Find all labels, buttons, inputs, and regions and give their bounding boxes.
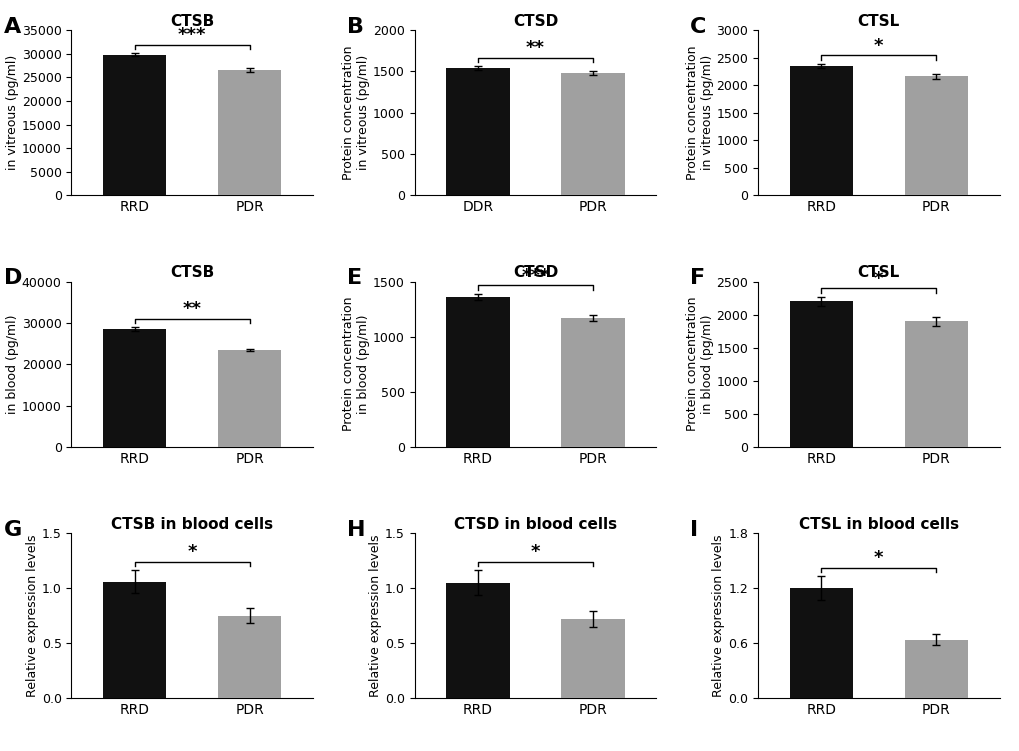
Bar <box>446 68 510 195</box>
Y-axis label: Relative expression levels: Relative expression levels <box>369 535 382 697</box>
Text: I: I <box>690 520 698 540</box>
Y-axis label: Protein concentration
in blood (pg/ml): Protein concentration in blood (pg/ml) <box>0 297 19 432</box>
Y-axis label: Protein concentration
in vitreous (pg/ml): Protein concentration in vitreous (pg/ml… <box>0 46 19 180</box>
Bar <box>904 321 967 447</box>
Title: CTSL in blood cells: CTSL in blood cells <box>798 517 958 532</box>
Y-axis label: Protein concentration
in vitreous (pg/ml): Protein concentration in vitreous (pg/ml… <box>685 46 713 180</box>
Y-axis label: Protein concentration
in blood (pg/ml): Protein concentration in blood (pg/ml) <box>685 297 713 432</box>
Bar <box>789 301 852 447</box>
Text: B: B <box>346 17 364 37</box>
Text: *: * <box>873 549 882 567</box>
Title: CTSD: CTSD <box>513 14 557 29</box>
Text: ***: *** <box>521 267 549 285</box>
Text: D: D <box>4 268 22 288</box>
Title: CTSB in blood cells: CTSB in blood cells <box>111 517 273 532</box>
Bar <box>789 66 852 195</box>
Y-axis label: Protein concentration
in vitreous (pg/ml): Protein concentration in vitreous (pg/ml… <box>342 46 370 180</box>
Title: CTSB: CTSB <box>170 265 214 280</box>
Text: *: * <box>187 544 197 562</box>
Title: CTSD in blood cells: CTSD in blood cells <box>453 517 616 532</box>
Bar <box>103 329 166 447</box>
Text: H: H <box>346 520 365 540</box>
Bar <box>904 77 967 195</box>
Y-axis label: Protein concentration
in blood (pg/ml): Protein concentration in blood (pg/ml) <box>342 297 370 432</box>
Text: *: * <box>873 270 882 288</box>
Title: CTSD: CTSD <box>513 265 557 280</box>
Text: **: ** <box>182 300 202 318</box>
Bar <box>218 350 281 447</box>
Y-axis label: Relative expression levels: Relative expression levels <box>25 535 39 697</box>
Title: CTSL: CTSL <box>857 14 899 29</box>
Bar <box>103 581 166 698</box>
Text: *: * <box>873 37 882 55</box>
Bar <box>218 71 281 195</box>
Text: ***: *** <box>178 26 206 44</box>
Bar <box>218 616 281 698</box>
Text: C: C <box>690 17 706 37</box>
Text: G: G <box>4 520 22 540</box>
Y-axis label: Relative expression levels: Relative expression levels <box>711 535 725 697</box>
Title: CTSL: CTSL <box>857 265 899 280</box>
Bar <box>103 55 166 195</box>
Text: E: E <box>346 268 362 288</box>
Bar <box>560 318 624 447</box>
Bar <box>904 640 967 698</box>
Text: F: F <box>690 268 704 288</box>
Text: *: * <box>530 544 540 562</box>
Bar <box>560 619 624 698</box>
Bar <box>789 588 852 698</box>
Text: **: ** <box>526 39 544 57</box>
Bar <box>560 73 624 195</box>
Bar <box>446 297 510 447</box>
Text: A: A <box>4 17 21 37</box>
Bar <box>446 583 510 698</box>
Title: CTSB: CTSB <box>170 14 214 29</box>
